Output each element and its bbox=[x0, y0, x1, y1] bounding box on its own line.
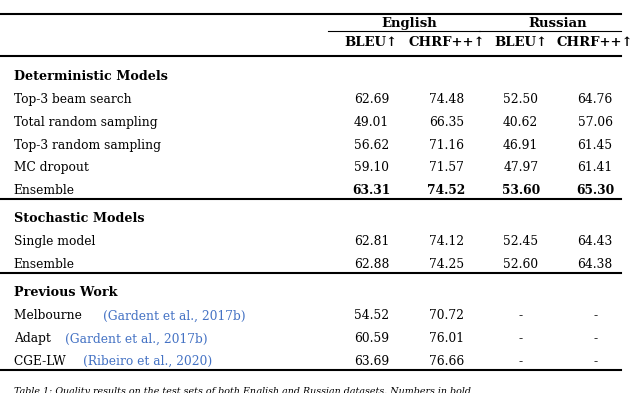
Text: 74.12: 74.12 bbox=[429, 235, 464, 248]
Text: -: - bbox=[593, 355, 597, 368]
Text: Melbourne: Melbourne bbox=[14, 309, 86, 322]
Text: 62.88: 62.88 bbox=[354, 258, 389, 271]
Text: -: - bbox=[518, 332, 523, 345]
Text: -: - bbox=[593, 332, 597, 345]
Text: 53.60: 53.60 bbox=[502, 184, 540, 197]
Text: 70.72: 70.72 bbox=[429, 309, 464, 322]
Text: 76.01: 76.01 bbox=[429, 332, 464, 345]
Text: 56.62: 56.62 bbox=[354, 138, 389, 152]
Text: 76.66: 76.66 bbox=[429, 355, 464, 368]
Text: 63.31: 63.31 bbox=[352, 184, 390, 197]
Text: 49.01: 49.01 bbox=[354, 116, 389, 129]
Text: 74.52: 74.52 bbox=[428, 184, 465, 197]
Text: 64.76: 64.76 bbox=[577, 93, 612, 106]
Text: (Gardent et al., 2017b): (Gardent et al., 2017b) bbox=[104, 309, 246, 322]
Text: Table 1: Quality results on the test sets of both English and Russian datasets. : Table 1: Quality results on the test set… bbox=[14, 387, 471, 393]
Text: -: - bbox=[518, 355, 523, 368]
Text: 71.16: 71.16 bbox=[429, 138, 464, 152]
Text: Stochastic Models: Stochastic Models bbox=[14, 213, 144, 226]
Text: BLEU↑: BLEU↑ bbox=[345, 36, 398, 49]
Text: MC dropout: MC dropout bbox=[14, 162, 89, 174]
Text: 54.52: 54.52 bbox=[354, 309, 389, 322]
Text: 62.81: 62.81 bbox=[354, 235, 389, 248]
Text: 64.38: 64.38 bbox=[577, 258, 612, 271]
Text: 64.43: 64.43 bbox=[577, 235, 612, 248]
Text: 57.06: 57.06 bbox=[578, 116, 612, 129]
Text: BLEU↑: BLEU↑ bbox=[494, 36, 547, 49]
Text: Single model: Single model bbox=[14, 235, 95, 248]
Text: 61.45: 61.45 bbox=[577, 138, 612, 152]
Text: 46.91: 46.91 bbox=[503, 138, 538, 152]
Text: (Ribeiro et al., 2020): (Ribeiro et al., 2020) bbox=[83, 355, 212, 368]
Text: 74.48: 74.48 bbox=[429, 93, 464, 106]
Text: CHRF++↑: CHRF++↑ bbox=[408, 36, 484, 49]
Text: Ensemble: Ensemble bbox=[14, 258, 75, 271]
Text: 62.69: 62.69 bbox=[354, 93, 389, 106]
Text: Ensemble: Ensemble bbox=[14, 184, 75, 197]
Text: 52.45: 52.45 bbox=[503, 235, 538, 248]
Text: 47.97: 47.97 bbox=[503, 162, 538, 174]
Text: (Gardent et al., 2017b): (Gardent et al., 2017b) bbox=[65, 332, 207, 345]
Text: 52.50: 52.50 bbox=[503, 93, 538, 106]
Text: 52.60: 52.60 bbox=[503, 258, 538, 271]
Text: 63.69: 63.69 bbox=[354, 355, 389, 368]
Text: Previous Work: Previous Work bbox=[14, 286, 117, 299]
Text: 71.57: 71.57 bbox=[429, 162, 464, 174]
Text: 65.30: 65.30 bbox=[576, 184, 614, 197]
Text: -: - bbox=[593, 309, 597, 322]
Text: Top-3 beam search: Top-3 beam search bbox=[14, 93, 131, 106]
Text: 60.59: 60.59 bbox=[354, 332, 389, 345]
Text: 74.25: 74.25 bbox=[429, 258, 464, 271]
Text: Deterministic Models: Deterministic Models bbox=[14, 70, 168, 83]
Text: English: English bbox=[381, 17, 436, 30]
Text: Adapt: Adapt bbox=[14, 332, 54, 345]
Text: 61.41: 61.41 bbox=[577, 162, 612, 174]
Text: Russian: Russian bbox=[529, 17, 588, 30]
Text: Top-3 random sampling: Top-3 random sampling bbox=[14, 138, 161, 152]
Text: CGE-LW: CGE-LW bbox=[14, 355, 69, 368]
Text: 40.62: 40.62 bbox=[503, 116, 538, 129]
Text: Total random sampling: Total random sampling bbox=[14, 116, 157, 129]
Text: CHRF++↑: CHRF++↑ bbox=[557, 36, 634, 49]
Text: 66.35: 66.35 bbox=[429, 116, 464, 129]
Text: -: - bbox=[518, 309, 523, 322]
Text: 59.10: 59.10 bbox=[354, 162, 389, 174]
